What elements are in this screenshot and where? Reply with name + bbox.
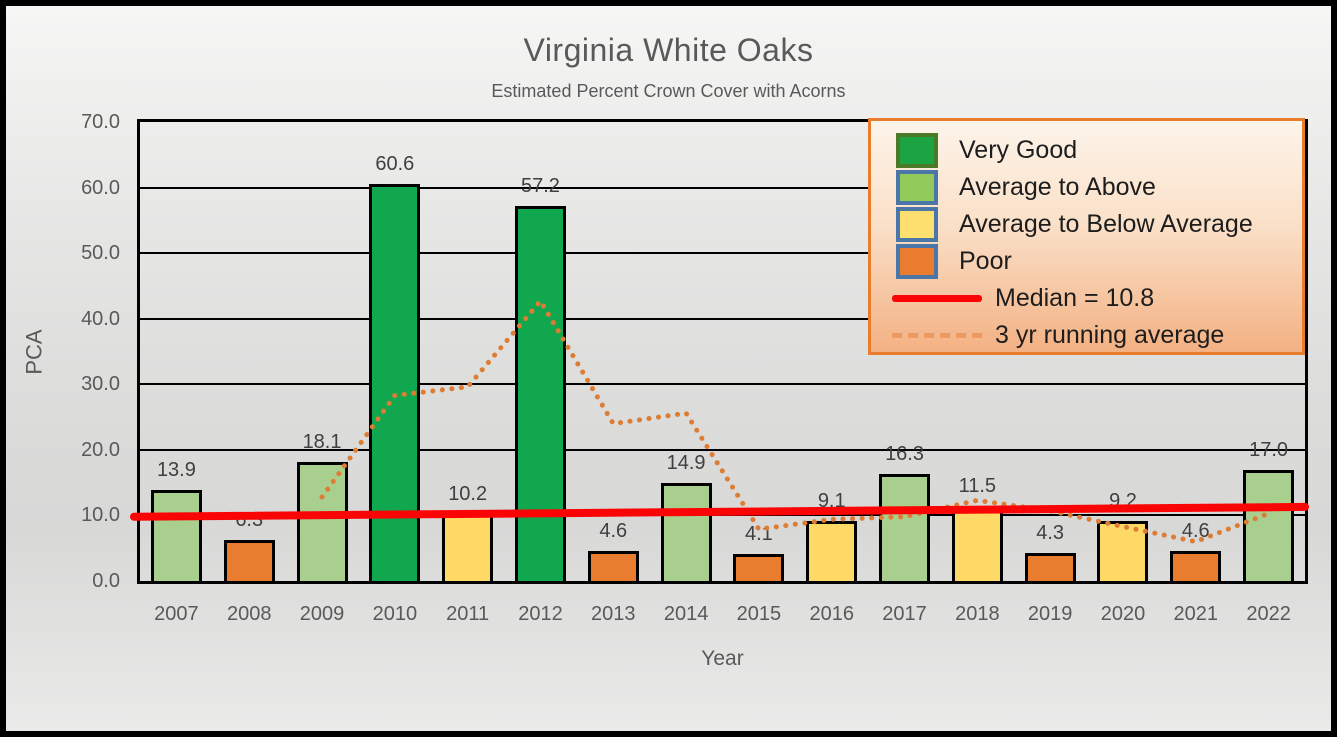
x-tick-label-2020: 2020 [1100,603,1146,625]
bar-2020 [1097,520,1149,581]
legend-label: Average to Above [959,173,1156,201]
bar-2017 [879,474,931,581]
gridline [140,383,1305,386]
legend-item: Average to Above [892,169,1302,206]
legend-swatch-box [896,170,938,205]
x-tick-label-2021: 2021 [1173,603,1219,625]
x-tick-label-2012: 2012 [518,603,563,625]
bar-2016 [806,521,858,581]
legend-label: Median = 10.8 [995,284,1155,312]
bar-2019 [1024,552,1076,581]
bar-2007 [150,489,202,581]
x-tick-label-2019: 2019 [1027,603,1073,625]
chart-subtitle: Estimated Percent Crown Cover with Acorn… [491,81,846,101]
bar-value-label: 11.5 [958,474,997,497]
bar-value-label: 9.1 [817,490,846,513]
bar-value-label: 4.3 [1036,521,1065,544]
y-tick-label: 20.0 [81,438,120,461]
bar-2021 [1170,550,1222,581]
x-tick-label-2008: 2008 [226,603,272,625]
bar-value-label: 17.0 [1249,438,1289,461]
legend: Very Good Average to Above Average to Belo… [868,118,1305,355]
gridline [140,252,1305,255]
y-tick-label: 40.0 [81,307,120,330]
y-tick-label: 10.0 [81,504,120,527]
bar-2013 [587,550,639,581]
y-tick-label: 0.0 [92,570,120,592]
x-tick-label-2015: 2015 [736,603,782,625]
legend-swatch-box [896,207,938,242]
bar-value-label: 9.2 [1109,489,1137,512]
legend-item: Median = 10.8 [892,280,1302,317]
bar-value-label: 13.9 [156,458,196,481]
legend-swatch-box [896,244,938,279]
bar-2011 [442,514,494,581]
bar-value-label: 60.6 [375,152,415,175]
x-tick-label-2016: 2016 [809,603,854,625]
bar-value-label: 57.2 [521,174,560,197]
bar-2010 [369,183,421,581]
x-tick-label-2014: 2014 [663,603,709,625]
chart-title: Virginia White Oaks [523,32,814,68]
legend-swatch-dashed-line [892,333,982,338]
bar-2012 [514,205,566,581]
bar-value-label: 10.2 [448,483,488,506]
legend-label: Average to Below Average [959,210,1253,238]
y-tick-label: 50.0 [81,242,120,265]
bar-value-label: 14.9 [666,452,706,475]
bar-value-label: 4.1 [745,523,773,546]
y-tick-label: 70.0 [81,111,120,133]
bar-value-label: 6.3 [235,508,264,531]
bar-value-label: 18.1 [302,431,342,454]
bar-value-label: 16.3 [885,443,924,466]
legend-item: 3 yr running average [892,317,1302,354]
bar-2018 [951,505,1003,581]
legend-item: Average to Below Average [892,206,1302,243]
x-tick-label-2010: 2010 [372,603,418,625]
bar-2014 [660,483,712,581]
x-tick-label-2011: 2011 [446,603,490,625]
x-tick-label-2013: 2013 [591,603,636,625]
bar-2015 [733,554,785,581]
legend-label: 3 yr running average [995,321,1225,349]
x-tick-label-2018: 2018 [955,603,1000,625]
legend-item: Poor [892,243,1302,280]
legend-label: Poor [959,247,1012,275]
bar-2022 [1243,469,1295,581]
y-axis-title-text: PCA [22,328,47,375]
x-tick-label-2009: 2009 [299,603,345,625]
gridline [140,186,1305,189]
bar-2008 [223,539,275,581]
x-tick-label-2017: 2017 [882,603,927,625]
y-tick-label: 30.0 [81,373,120,396]
bar-value-label: 4.6 [1181,519,1210,542]
legend-item: Very Good [892,132,1302,169]
bar-2009 [296,462,348,581]
x-tick-label-2022: 2022 [1246,603,1291,625]
legend-label: Very Good [959,136,1078,164]
x-axis-title: Year [701,647,744,670]
x-tick-label-2007: 2007 [154,603,199,625]
y-tick-label: 60.0 [81,176,120,199]
legend-swatch-box [896,133,938,168]
bar-value-label: 4.6 [599,519,628,542]
legend-swatch-line [892,295,982,302]
